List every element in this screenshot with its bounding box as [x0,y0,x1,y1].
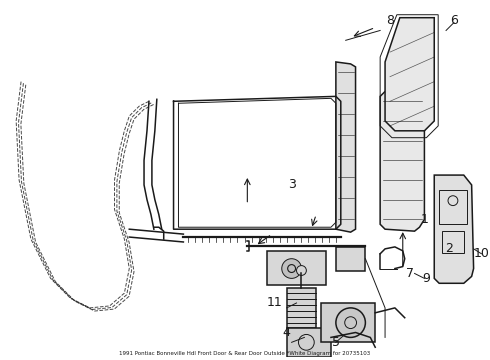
Bar [267,251,326,285]
Circle shape [336,308,366,337]
Text: 4: 4 [283,326,291,339]
Text: 8: 8 [386,14,394,27]
Bar [287,328,331,357]
Text: 3: 3 [288,179,295,192]
Circle shape [296,266,306,275]
Bar [321,303,375,342]
Bar [442,231,464,253]
Bar [287,288,316,328]
Polygon shape [385,18,434,131]
Text: 11: 11 [267,297,283,310]
Circle shape [282,259,301,278]
Polygon shape [434,175,474,283]
Text: 2: 2 [445,242,453,255]
Polygon shape [380,91,424,231]
Text: 5: 5 [332,336,340,349]
Text: 1: 1 [420,213,428,226]
Polygon shape [336,62,356,232]
Text: 6: 6 [450,14,458,27]
Text: 1991 Pontiac Bonneville Hdl Front Door & Rear Door Outside *White Diagram for 20: 1991 Pontiac Bonneville Hdl Front Door &… [120,351,370,356]
Text: 7: 7 [406,267,414,280]
Text: 9: 9 [422,272,430,285]
Bar [439,190,466,224]
Text: 10: 10 [473,247,490,260]
Bar [336,247,366,271]
